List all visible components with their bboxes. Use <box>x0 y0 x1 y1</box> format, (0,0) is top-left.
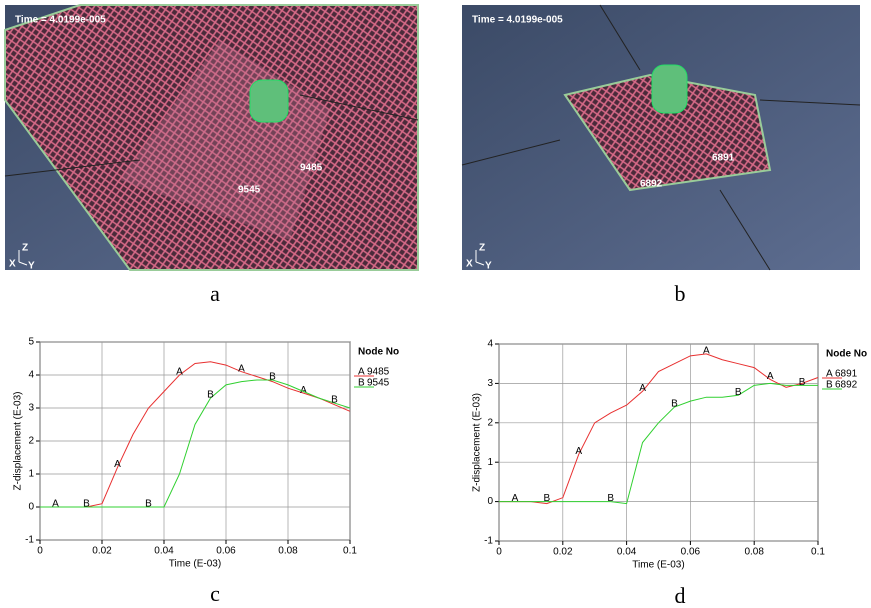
y-tick-label: 3 <box>28 403 34 414</box>
axis-triad <box>18 261 28 266</box>
point-marker: A <box>114 459 121 470</box>
x-tick-label: 0 <box>37 546 43 557</box>
caption: c <box>210 581 220 606</box>
y-tick-label: 0 <box>28 502 34 513</box>
x-axis-label: Time (E-03) <box>632 560 684 571</box>
legend-marker: A <box>826 369 833 380</box>
y-tick-label: 2 <box>28 436 34 447</box>
legend-title: Node No <box>358 347 399 358</box>
y-tick-label: 3 <box>487 378 493 389</box>
legend-marker: B <box>358 378 365 389</box>
point-marker: A <box>767 371 774 382</box>
point-marker: B <box>331 395 338 406</box>
panel-a <box>4 4 419 271</box>
time-label: Time = 4.0199e-005 <box>15 15 106 26</box>
x-tick-label: 0.06 <box>681 547 701 558</box>
point-marker: B <box>83 499 90 510</box>
line <box>499 382 818 505</box>
y-tick-label: -1 <box>484 536 493 547</box>
legend-label: 6892 <box>835 380 858 391</box>
y-tick-label: 1 <box>487 457 493 468</box>
point-marker: A <box>575 446 582 457</box>
y-tick-label: 5 <box>28 337 34 348</box>
x-tick-label: 0.02 <box>553 547 573 558</box>
point-marker: A <box>52 499 59 510</box>
x-tick-label: 0.02 <box>92 546 112 557</box>
x-axis-label: Time (E-03) <box>169 559 221 570</box>
y-tick-label: 4 <box>28 370 34 381</box>
legend-title: Node No <box>826 349 867 360</box>
node-label: 6892 <box>640 179 663 190</box>
y-tick-label: 4 <box>487 339 493 350</box>
point-marker: B <box>544 493 551 504</box>
y-axis-label: Z-displacement (E-03) <box>13 392 24 491</box>
point-marker: B <box>735 387 742 398</box>
point-marker: A <box>703 345 710 356</box>
panel-b <box>461 4 861 271</box>
time-label: Time = 4.0199e-005 <box>472 15 563 26</box>
y-tick-label: 2 <box>487 417 493 428</box>
node-label: 6891 <box>712 153 735 164</box>
point-marker: B <box>607 493 614 504</box>
axis-x: X <box>9 259 16 270</box>
y-axis-label: Z-displacement (E-03) <box>472 393 483 492</box>
line <box>40 379 351 508</box>
x-tick-label: 0.1 <box>343 546 357 557</box>
point-marker: A <box>176 367 183 378</box>
node-label: 9545 <box>238 185 261 196</box>
axis-z: Z <box>22 243 28 254</box>
x-tick-label: 0 <box>496 547 502 558</box>
x-tick-label: 0.08 <box>278 546 298 557</box>
legend-label: 9485 <box>367 367 390 378</box>
axis-y: Y <box>28 261 35 272</box>
line <box>40 361 351 508</box>
point-marker: B <box>671 399 678 410</box>
caption: d <box>675 583 686 608</box>
point-marker: B <box>269 372 276 383</box>
y-tick-label: 0 <box>487 496 493 507</box>
point-marker: B <box>799 377 806 388</box>
x-tick-label: 0.06 <box>216 546 236 557</box>
x-tick-label: 0.1 <box>811 547 825 558</box>
axis-y: Y <box>485 261 492 272</box>
point-marker: A <box>238 363 245 374</box>
axis-triad <box>475 261 485 266</box>
axis-x: X <box>466 259 473 270</box>
point-marker: B <box>207 390 214 401</box>
legend-label: 9545 <box>367 378 390 389</box>
caption: a <box>210 281 220 306</box>
legend-marker: A <box>358 367 365 378</box>
node-label: 9485 <box>300 163 323 174</box>
point-marker: A <box>512 493 519 504</box>
legend-label: 6891 <box>835 369 858 380</box>
x-tick-label: 0.08 <box>744 547 764 558</box>
x-tick-label: 0.04 <box>154 546 174 557</box>
legend-marker: B <box>826 380 833 391</box>
axis-z: Z <box>479 243 485 254</box>
y-tick-label: -1 <box>25 535 34 546</box>
caption: b <box>675 281 686 306</box>
point-marker: A <box>300 385 307 396</box>
plot-area <box>498 343 819 542</box>
point-marker: A <box>639 383 646 394</box>
point-marker: B <box>145 499 152 510</box>
x-tick-label: 0.04 <box>617 547 637 558</box>
y-tick-label: 1 <box>28 469 34 480</box>
